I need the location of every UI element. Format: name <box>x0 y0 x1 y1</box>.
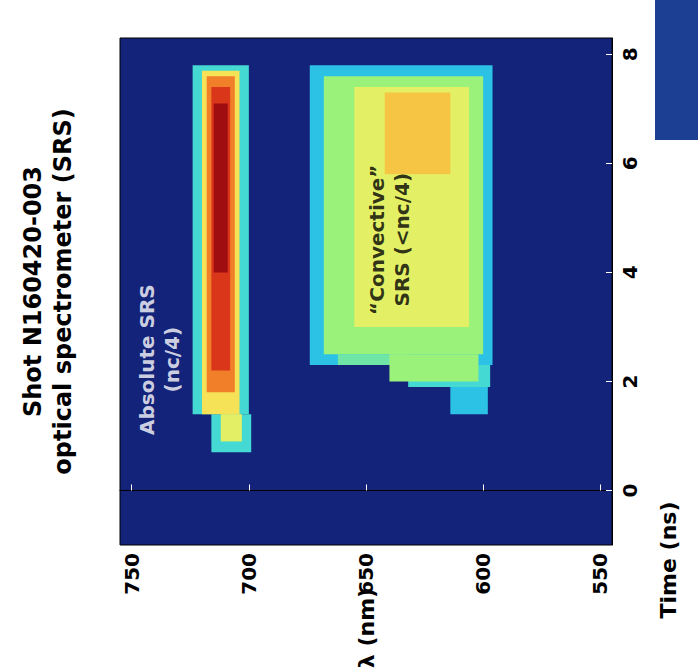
svg-text:2: 2 <box>618 374 642 388</box>
svg-text:(nc/4): (nc/4) <box>160 327 184 393</box>
svg-text:700: 700 <box>237 553 261 595</box>
svg-text:“Convective”: “Convective” <box>365 164 389 314</box>
svg-text:Shot N160420-003: Shot N160420-003 <box>19 166 47 417</box>
svg-text:6: 6 <box>618 156 642 170</box>
svg-text:8: 8 <box>618 47 642 61</box>
svg-text:0: 0 <box>618 484 642 498</box>
svg-text:Absolute SRS: Absolute SRS <box>135 284 159 435</box>
svg-text:4: 4 <box>618 265 642 279</box>
svg-text:650: 650 <box>354 553 378 595</box>
svg-text:600: 600 <box>471 553 495 595</box>
svg-text:750: 750 <box>120 553 144 595</box>
svg-text:SRS (<nc/4): SRS (<nc/4) <box>390 173 414 307</box>
svg-text:λ (nm): λ (nm) <box>354 588 379 668</box>
svg-text:Time (ns): Time (ns) <box>656 502 681 619</box>
svg-text:550: 550 <box>588 553 612 595</box>
svg-text:optical spectrometer (SRS): optical spectrometer (SRS) <box>49 108 77 474</box>
